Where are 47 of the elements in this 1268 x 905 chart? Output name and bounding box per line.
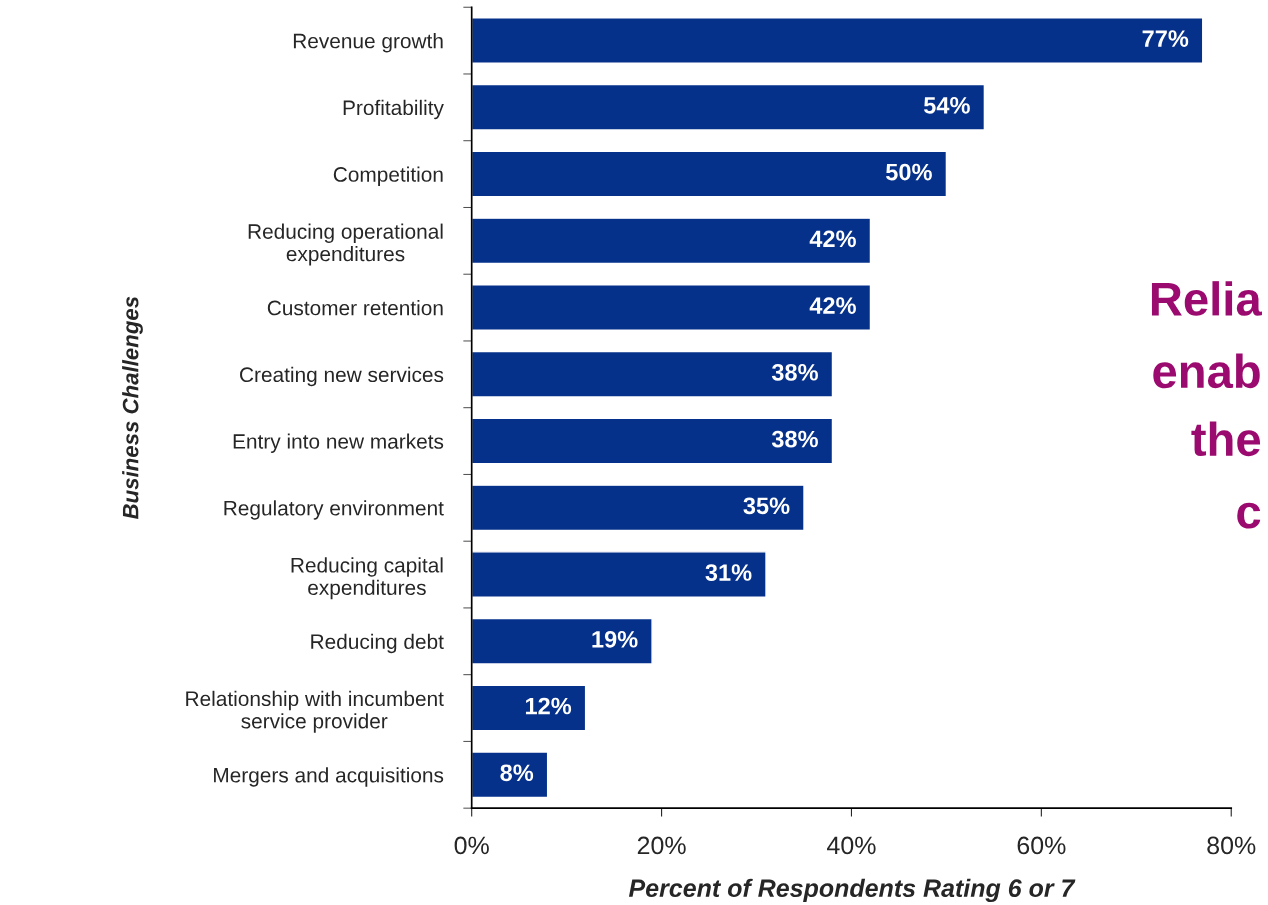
- bar: [471, 684, 587, 732]
- bar: [471, 284, 872, 331]
- y-tick-label: Reducing capital expenditures: [291, 557, 443, 600]
- data-label: 12%: [525, 697, 572, 715]
- y-tick-label: Entry into new markets: [233, 433, 444, 453]
- y-tick-label: Relationship with incumbent service provider: [186, 690, 444, 733]
- bar: [471, 751, 549, 799]
- data-label: 42%: [809, 297, 856, 314]
- y-axis-title: Business Challenges: [122, 296, 143, 520]
- y-tick-label: Regulatory environment: [224, 500, 444, 520]
- data-label: 54%: [923, 97, 970, 114]
- data-label: 42%: [809, 230, 856, 248]
- y-tick-label: Reducing debt: [311, 633, 444, 654]
- text: c: [1237, 502, 1261, 529]
- bar: [471, 350, 834, 398]
- x-tick-label: 40%: [827, 836, 876, 855]
- data-label: 31%: [705, 564, 752, 581]
- data-label: 19%: [592, 630, 638, 648]
- annotation: Relia: [1151, 281, 1262, 316]
- y-tick-label: Revenue growth: [293, 33, 443, 53]
- bar: [471, 551, 767, 598]
- y-tick-label: Customer retention: [267, 300, 443, 316]
- bar: [471, 417, 834, 465]
- y-tick-label: Profitability: [343, 99, 444, 120]
- y-tick-label: Mergers and acquisitions: [214, 767, 444, 787]
- data-label: 38%: [771, 363, 818, 381]
- bar: [471, 484, 805, 532]
- y-tick-label: Competition: [333, 166, 443, 186]
- x-axis-title: Percent of Respondents Rating 6 or 7: [628, 878, 1076, 902]
- data-label: 50%: [885, 163, 932, 181]
- data-label: 77%: [1142, 30, 1189, 47]
- y-tick-label: Creating new services: [240, 366, 444, 387]
- data-label: 38%: [771, 430, 818, 448]
- bar: [471, 217, 872, 265]
- data-label: 35%: [743, 497, 790, 515]
- annotation: enab: [1153, 353, 1260, 389]
- data-label: 8%: [500, 764, 534, 782]
- bar: [471, 617, 653, 665]
- x-tick-label: 0%: [454, 836, 489, 855]
- x-tick-label: 20%: [637, 836, 686, 855]
- bar: [471, 17, 1204, 64]
- y-tick-label: Reducing operational expenditures: [248, 223, 443, 266]
- x-tick-label: 80%: [1207, 836, 1256, 855]
- annotation: the: [1191, 421, 1261, 457]
- x-tick-label: 60%: [1017, 836, 1066, 855]
- bar: [471, 83, 986, 131]
- bar: [471, 150, 948, 198]
